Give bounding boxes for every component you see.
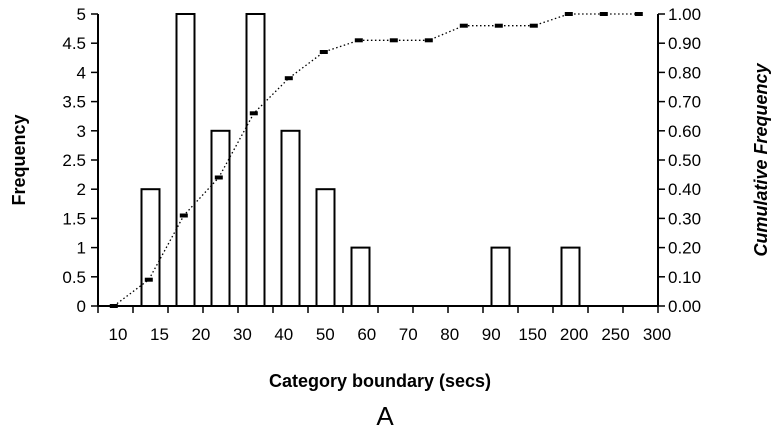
y2-tick-label: 0.40: [668, 180, 701, 199]
y2-tick-label: 0.90: [668, 34, 701, 53]
x-tick-label: 20: [191, 325, 210, 344]
cumulative-point-40: [284, 76, 293, 81]
x-tick-label: 80: [440, 325, 459, 344]
cumulative-point-15: [144, 277, 153, 282]
y2-tick-label: 0.80: [668, 63, 701, 82]
axis-labels: Frequency Cumulative Frequency Category …: [9, 62, 771, 431]
y2-tick-label: 0.70: [668, 93, 701, 112]
x-tick-label: 40: [274, 325, 293, 344]
bar-60: [350, 246, 371, 308]
y2-tick-label: 0.00: [668, 297, 701, 316]
x-tick-label: 10: [109, 325, 128, 344]
bar-50: [315, 188, 336, 307]
cumulative-point-60: [354, 38, 363, 43]
y2-tick-label: 1.00: [668, 5, 701, 24]
bar-200: [560, 246, 581, 308]
x-tick-label: 70: [399, 325, 418, 344]
bar-15: [140, 188, 161, 307]
cumulative-point-50: [319, 50, 328, 54]
y-tick-label: 2: [77, 180, 86, 199]
cumulative-point-80: [424, 38, 433, 43]
bar-100: [490, 246, 511, 308]
cumulative-point-250: [599, 12, 608, 16]
y2-tick-label: 0.10: [668, 268, 701, 287]
x-tick-label: 15: [150, 325, 169, 344]
y-tick-label: 0: [77, 297, 86, 316]
y-tick-label: 5: [77, 5, 86, 24]
panel-label: A: [376, 401, 394, 431]
bar-25: [210, 129, 231, 307]
y-tick-label: 4: [77, 63, 86, 82]
frequency-bars: [140, 13, 581, 308]
bar-40: [280, 129, 301, 307]
x-tick-label: 30: [233, 325, 252, 344]
y2-tick-label: 0.60: [668, 122, 701, 141]
x-tick-label: 200: [560, 325, 588, 344]
y2-tick-label: 0.30: [668, 209, 701, 228]
x-tick-label: 60: [357, 325, 376, 344]
cumulative-point-300: [634, 12, 643, 16]
y2-tick-label: 0.20: [668, 239, 701, 258]
cumulative-frequency-line: [109, 12, 643, 308]
y2-tick-label: 0.50: [668, 151, 701, 170]
secondary-y-axis-title: Cumulative Frequency: [751, 62, 771, 256]
x-tick-label: 90: [482, 325, 501, 344]
x-tick-label: 150: [518, 325, 546, 344]
x-axis-title: Category boundary (secs): [269, 371, 491, 391]
cumulative-line-path: [113, 13, 639, 307]
cumulative-point-100: [494, 23, 503, 28]
cumulative-point-25: [214, 175, 223, 180]
x-tick-label: 50: [316, 325, 335, 344]
y-tick-label: 4.5: [62, 34, 86, 53]
y-tick-label: 1.5: [62, 209, 86, 228]
y-tick-label: 2.5: [62, 151, 86, 170]
cumulative-point-30: [249, 111, 258, 116]
cumulative-point-70: [389, 38, 398, 43]
x-tick-label: 300: [643, 325, 671, 344]
cumulative-point-20: [179, 213, 188, 218]
cumulative-point-200: [564, 12, 573, 16]
bar-30: [245, 13, 266, 307]
axes: 0 0.5 1 1.5 2 2.5 3 3.5 4 4.5 5 0.00 0.10 0.20 0.30 0.4…: [62, 5, 701, 344]
y-axis-title: Frequency: [9, 114, 29, 205]
y-tick-label: 3.5: [62, 93, 86, 112]
y-tick-label: 3: [77, 122, 86, 141]
bar-20: [175, 13, 196, 307]
cumulative-point-150: [529, 23, 538, 28]
y-tick-label: 1: [77, 239, 86, 258]
cumulative-point-90: [459, 23, 468, 28]
x-tick-label: 250: [601, 325, 629, 344]
y-tick-label: 0.5: [62, 268, 86, 287]
